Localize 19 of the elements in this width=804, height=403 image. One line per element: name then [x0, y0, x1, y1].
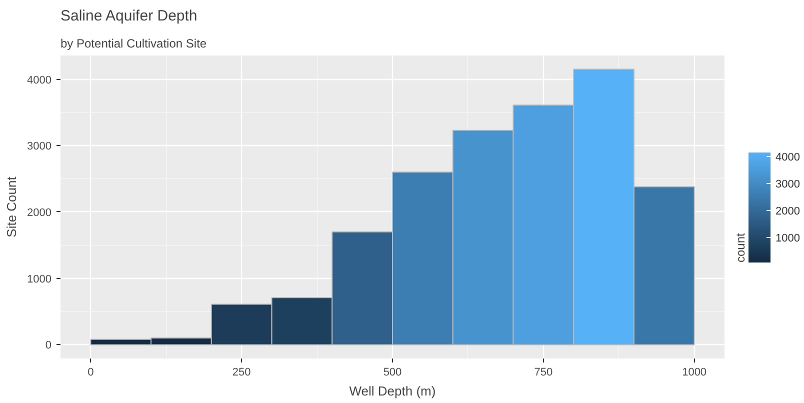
- x-tick-label: 750: [534, 366, 553, 378]
- y-axis-title: Site Count: [4, 176, 20, 238]
- y-tick-label: 2000: [27, 206, 52, 219]
- x-tick-label: 0: [88, 366, 94, 378]
- color-bar-label: 1000: [776, 232, 800, 245]
- y-tick-label: 4000: [27, 74, 52, 86]
- y-tick-label: 3000: [27, 140, 52, 153]
- chart-subtitle: by Potential Cultivation Site: [60, 36, 207, 50]
- x-tick-label: 500: [383, 366, 402, 378]
- y-tick-label: 1000: [27, 273, 52, 286]
- color-bar-label: 3000: [776, 178, 800, 191]
- color-bar-title: count: [734, 232, 748, 262]
- chart-title: Saline Aquifer Depth: [60, 8, 198, 24]
- x-tick-label: 250: [232, 366, 251, 378]
- color-bar-label: 2000: [776, 206, 800, 218]
- x-tick-label: 1000: [682, 366, 707, 378]
- color-bar-label: 4000: [776, 152, 800, 164]
- x-axis-title: Well Depth (m): [349, 384, 436, 398]
- y-tick-label: 0: [45, 340, 52, 352]
